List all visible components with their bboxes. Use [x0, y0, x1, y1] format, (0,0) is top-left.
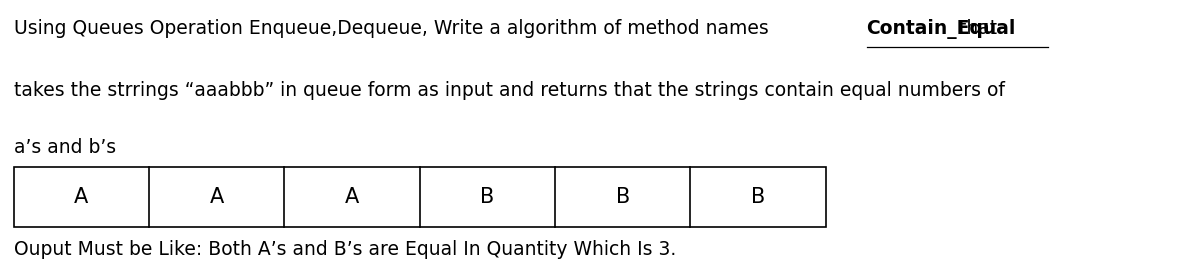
Text: B: B: [616, 187, 630, 207]
Text: B: B: [751, 187, 766, 207]
Text: Contain_Equal: Contain_Equal: [866, 19, 1016, 39]
Text: A: A: [344, 187, 359, 207]
Text: Using Queues Operation Enqueue,Dequeue, Write a algorithm of method names: Using Queues Operation Enqueue,Dequeue, …: [13, 19, 774, 38]
Text: A: A: [210, 187, 223, 207]
Text: B: B: [480, 187, 494, 207]
Text: takes the strrings “aaabbb” in queue form as input and returns that the strings : takes the strrings “aaabbb” in queue for…: [13, 81, 1004, 100]
Bar: [13, 167, 826, 227]
Text: Ouput Must be Like: Both A’s and B’s are Equal In Quantity Which Is 3.: Ouput Must be Like: Both A’s and B’s are…: [13, 240, 676, 259]
Text: A: A: [74, 187, 89, 207]
Text: that: that: [953, 19, 997, 38]
Text: a’s and b’s: a’s and b’s: [13, 138, 115, 157]
